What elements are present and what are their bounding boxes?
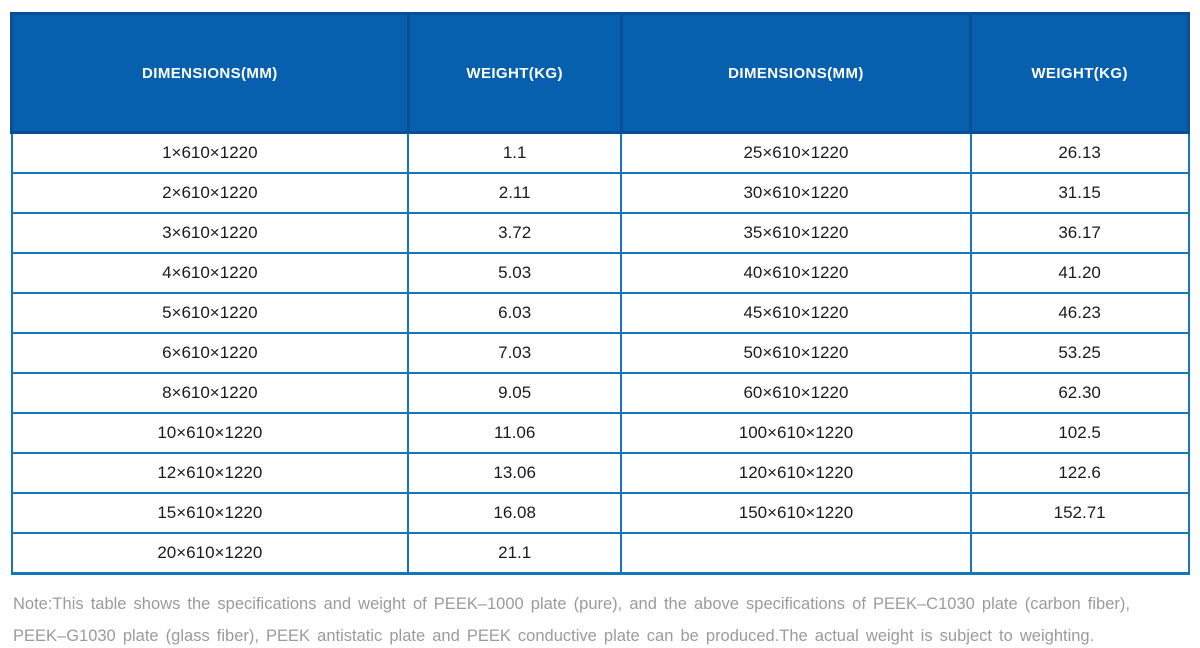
weight-cell: 9.05 [407,372,623,414]
weight-cell: 1.1 [407,131,623,174]
dimensions-cell: 35×610×1220 [620,212,972,254]
dimensions-cell: 6×610×1220 [10,332,410,374]
table-row: 4×610×1220 5.03 40×610×1220 41.20 [10,252,1190,294]
table-row: 1×610×1220 1.1 25×610×1220 26.13 [10,131,1190,174]
dimensions-cell: 30×610×1220 [620,172,972,214]
weight-cell: 16.08 [407,492,623,534]
weight-cell: 46.23 [969,292,1190,334]
table-row: 20×610×1220 21.1 [10,532,1190,575]
weight-cell: 13.06 [407,452,623,494]
weight-cell: 5.03 [407,252,623,294]
note-line: PEEK–G1030 plate (glass fiber), PEEK ant… [13,627,1095,645]
peek-plate-spec-table: DIMENSIONS(MM) WEIGHT(KG) DIMENSIONS(MM)… [10,12,1190,575]
weight-cell: 3.72 [407,212,623,254]
weight-cell: 6.03 [407,292,623,334]
dimensions-cell: 2×610×1220 [10,172,410,214]
weight-cell: 122.6 [969,452,1190,494]
weight-cell: 11.06 [407,412,623,454]
dimensions-cell: 5×610×1220 [10,292,410,334]
table-row: 3×610×1220 3.72 35×610×1220 36.17 [10,212,1190,254]
weight-cell: 102.5 [969,412,1190,454]
dimensions-cell: 10×610×1220 [10,412,410,454]
table-row: 12×610×1220 13.06 120×610×1220 122.6 [10,452,1190,494]
table-row: 2×610×1220 2.11 30×610×1220 31.15 [10,172,1190,214]
dimensions-cell: 50×610×1220 [620,332,972,374]
column-header-weight-right: WEIGHT(KG) [969,12,1190,134]
dimensions-cell: 8×610×1220 [10,372,410,414]
dimensions-cell: 60×610×1220 [620,372,972,414]
table-row: 8×610×1220 9.05 60×610×1220 62.30 [10,372,1190,414]
column-header-weight-left: WEIGHT(KG) [406,12,623,134]
table-row: 10×610×1220 11.06 100×610×1220 102.5 [10,412,1190,454]
weight-cell: 152.71 [969,492,1190,534]
dimensions-cell: 1×610×1220 [10,131,410,174]
table-header-row: DIMENSIONS(MM) WEIGHT(KG) DIMENSIONS(MM)… [10,12,1190,134]
dimensions-cell: 100×610×1220 [620,412,972,454]
dimensions-cell: 40×610×1220 [620,252,972,294]
dimensions-cell: 3×610×1220 [10,212,410,254]
dimensions-cell: 4×610×1220 [10,252,410,294]
table-row: 5×610×1220 6.03 45×610×1220 46.23 [10,292,1190,334]
dimensions-cell: 150×610×1220 [620,492,972,534]
dimensions-cell: 45×610×1220 [620,292,972,334]
dimensions-cell: 120×610×1220 [620,452,972,494]
table-row: 6×610×1220 7.03 50×610×1220 53.25 [10,332,1190,374]
dimensions-cell: 15×610×1220 [10,492,410,534]
weight-cell: 7.03 [407,332,623,374]
dimensions-cell: 25×610×1220 [620,131,972,174]
dimensions-cell [620,532,972,575]
note-line: Note:This table shows the specifications… [13,595,1130,613]
column-header-dimensions-right: DIMENSIONS(MM) [619,12,973,134]
column-header-dimensions-left: DIMENSIONS(MM) [10,12,410,134]
weight-cell: 31.15 [969,172,1190,214]
table-body: 1×610×1220 1.1 25×610×1220 26.13 2×610×1220 2… [10,131,1190,575]
weight-cell: 26.13 [969,131,1190,174]
weight-cell: 2.11 [407,172,623,214]
weight-cell [969,532,1190,575]
weight-cell: 53.25 [969,332,1190,374]
dimensions-cell: 12×610×1220 [10,452,410,494]
weight-cell: 36.17 [969,212,1190,254]
dimensions-cell: 20×610×1220 [10,532,410,575]
note: Note:This table shows the specifications… [13,588,1189,648]
weight-cell: 41.20 [969,252,1190,294]
table-row: 15×610×1220 16.08 150×610×1220 152.71 [10,492,1190,534]
weight-cell: 21.1 [407,532,623,575]
weight-cell: 62.30 [969,372,1190,414]
